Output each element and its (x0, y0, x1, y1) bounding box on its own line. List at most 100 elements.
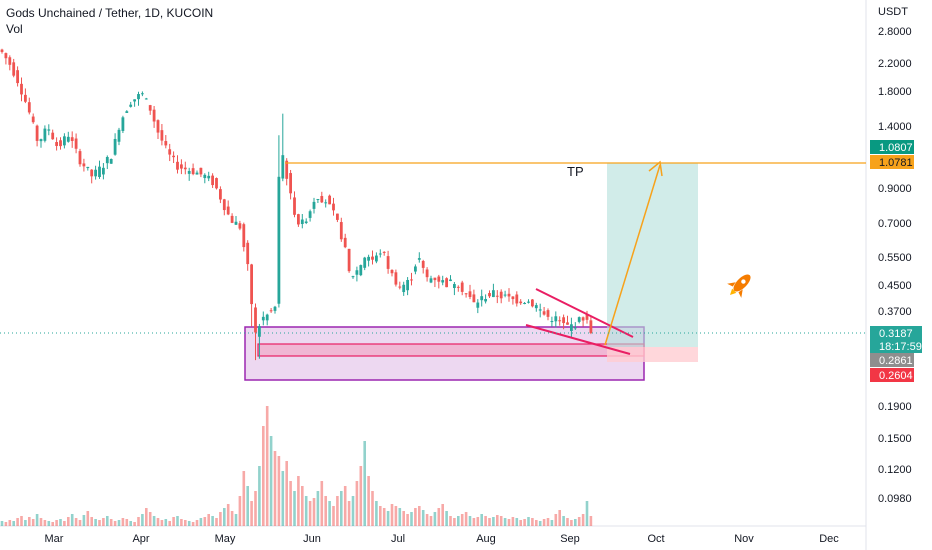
candle-body (382, 251, 386, 253)
candle-body (410, 279, 413, 281)
price-axis-currency: USDT (878, 6, 908, 18)
candle-body (433, 277, 437, 281)
candle-body (285, 160, 289, 179)
candle-body (78, 151, 82, 165)
candle-body (359, 265, 363, 276)
candle-body (300, 219, 304, 225)
candle-body (191, 168, 195, 175)
candle-body (273, 306, 277, 311)
countdown-text: 18:17:59 (879, 341, 922, 353)
candle-body (254, 307, 257, 333)
candle-body (137, 94, 140, 100)
price-tag-text: 0.2861 (879, 355, 913, 367)
target-zone[interactable] (607, 163, 698, 347)
volume-bar (125, 519, 129, 526)
candle-body (378, 253, 382, 255)
price-tick: 1.8000 (878, 86, 912, 98)
time-axis-label: May (215, 533, 236, 545)
candle-body (308, 211, 312, 218)
volume-bar (351, 496, 355, 526)
volume-bar (476, 517, 480, 526)
volume-bar (184, 520, 187, 526)
candle-body (219, 189, 222, 200)
volume-bar (195, 520, 199, 526)
price-tick: 0.3700 (878, 306, 912, 318)
candle-body (176, 161, 179, 170)
candle-body (355, 270, 359, 275)
candle-body (289, 173, 292, 194)
candle-body (519, 301, 523, 304)
candle-body (187, 170, 191, 174)
volume-bar (78, 520, 82, 526)
support-band[interactable] (257, 343, 645, 357)
candle-body (117, 129, 121, 142)
candle-body (180, 164, 183, 169)
volume-bar (340, 491, 343, 526)
volume-bar (28, 517, 31, 526)
candle-body (246, 242, 250, 265)
candle-body (531, 299, 534, 307)
volume-bar (74, 518, 78, 526)
candle-body (328, 195, 331, 205)
candle-body (172, 155, 175, 158)
wedge-upper-line[interactable] (535, 288, 634, 338)
volume-bar (472, 518, 476, 526)
volume-bar (82, 515, 86, 526)
volume-bar (297, 476, 300, 526)
volume-bar (180, 519, 183, 526)
candle-body (511, 296, 515, 300)
wedge-lower-line[interactable] (525, 324, 631, 355)
volume-bar (535, 520, 538, 526)
price-tag-entry (870, 353, 914, 367)
volume-bar (511, 517, 515, 526)
volume-bar (589, 516, 593, 526)
volume-bar (215, 518, 218, 526)
volume-bar (460, 514, 464, 526)
plot-area[interactable] (0, 0, 866, 526)
volume-bar (67, 517, 70, 526)
candle-body (472, 294, 476, 303)
candle-body (562, 317, 565, 324)
candle-body (152, 109, 156, 122)
candle-body (394, 272, 398, 285)
volume-bar (289, 481, 292, 526)
volume-bar (106, 516, 109, 526)
volume-bar (402, 511, 405, 526)
candle-body (277, 176, 281, 304)
candle-body (581, 317, 585, 321)
volume-bar (449, 516, 452, 526)
volume-bar (542, 519, 546, 526)
candle-body (226, 206, 230, 215)
stop-zone[interactable] (607, 347, 698, 362)
volume-bar (199, 518, 203, 526)
candle-body (195, 172, 199, 175)
volume-bar (39, 518, 43, 526)
volume-bar (113, 521, 117, 526)
volume-bar (558, 510, 561, 526)
tp-label: TP (567, 164, 584, 179)
volume-bar (437, 508, 441, 526)
volume-bar (499, 516, 503, 526)
volume-bar (35, 514, 39, 526)
volume-bar (47, 521, 51, 526)
volume-bar (70, 514, 74, 526)
volume-bar (343, 486, 347, 526)
time-axis-label: Nov (734, 533, 754, 545)
volume-bar (234, 514, 238, 526)
candle-body (406, 279, 409, 291)
candle-body (144, 98, 148, 100)
candle-body (24, 94, 27, 102)
price-tag-tp (870, 155, 914, 169)
candle-body (94, 169, 97, 177)
volume-bar (164, 519, 168, 526)
volume-bar (371, 491, 374, 526)
volume-bar (55, 520, 58, 526)
candle-body (59, 140, 62, 147)
volume-bar (312, 498, 316, 526)
candle-body (460, 282, 464, 292)
candle-body (480, 296, 484, 301)
candle-body (304, 221, 308, 223)
candle-body (417, 258, 421, 260)
projection-arrow[interactable] (604, 164, 661, 346)
